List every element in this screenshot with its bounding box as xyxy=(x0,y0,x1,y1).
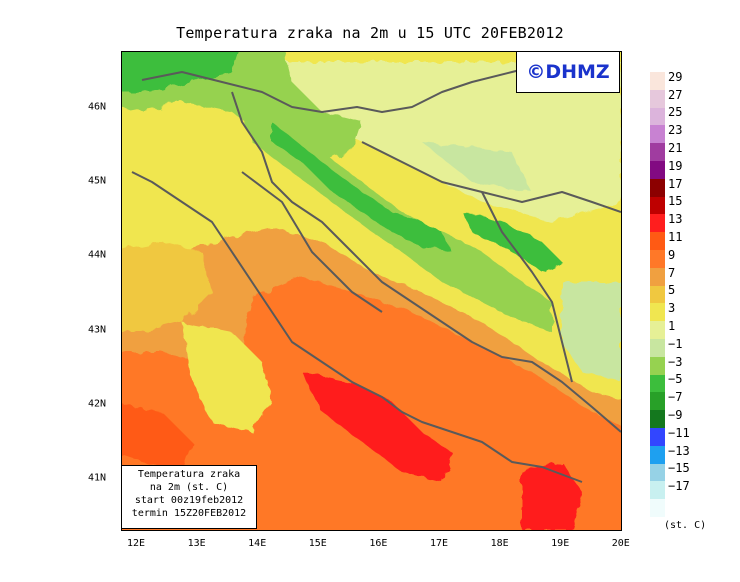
legend-swatch xyxy=(650,356,665,376)
legend-label: 11 xyxy=(668,230,683,244)
legend-label: 1 xyxy=(668,319,676,333)
legend-label: 17 xyxy=(668,176,683,191)
legend-label: −9 xyxy=(668,408,683,422)
legend-swatch xyxy=(650,428,665,447)
legend-label: 15 xyxy=(668,194,683,209)
legend-swatch xyxy=(650,445,665,465)
legend-label: 25 xyxy=(668,105,683,120)
legend-swatch xyxy=(650,499,665,518)
coastline-borders xyxy=(131,61,621,483)
field-1-inland xyxy=(422,142,532,192)
x-tick-label: 18E xyxy=(490,538,509,549)
legend-swatch xyxy=(650,125,665,144)
legend-label: 27 xyxy=(668,87,683,102)
legend-label: −7 xyxy=(668,390,683,405)
map-title: Temperatura zraka na 2m u 15 UTC 20FEB20… xyxy=(176,24,564,42)
legend-swatch xyxy=(650,143,665,162)
legend-label: −13 xyxy=(668,443,690,458)
legend-swatch xyxy=(650,178,665,198)
legend-label: −3 xyxy=(668,354,683,369)
legend-unit: (st. C) xyxy=(664,520,707,531)
legend-label: −15 xyxy=(668,461,690,476)
legend-label: −5 xyxy=(668,372,683,387)
info-box: Temperatura zraka na 2m (st. C) start 00… xyxy=(121,465,257,529)
legend-label: 5 xyxy=(668,283,676,298)
info-line-4: termin 15Z20FEB2012 xyxy=(131,508,247,519)
x-tick-label: 16E xyxy=(369,538,388,549)
info-line-1: Temperatura zraka xyxy=(137,469,241,480)
legend-swatch xyxy=(650,339,665,358)
legend-swatch xyxy=(650,107,665,126)
field-1to3-east xyxy=(562,282,621,382)
legend-label: −17 xyxy=(668,479,690,494)
field-13to15 xyxy=(302,372,452,482)
legend-label: −11 xyxy=(668,425,690,440)
legend-label: −1 xyxy=(668,336,683,351)
info-line-3: start 00z19feb2012 xyxy=(134,495,244,506)
legend-swatch xyxy=(650,392,665,411)
field-5to7-italy xyxy=(122,242,212,332)
legend-label: 9 xyxy=(668,247,676,262)
info-line-2: na 2m (st. C) xyxy=(149,482,229,493)
legend-swatch xyxy=(650,303,665,322)
x-tick-label: 13E xyxy=(187,538,206,549)
legend-swatch xyxy=(650,72,665,91)
legend-swatch xyxy=(650,89,665,109)
legend-swatch xyxy=(650,481,665,500)
legend-swatch xyxy=(650,374,665,393)
legend-label: 13 xyxy=(668,212,683,227)
field-13to15-se xyxy=(522,462,582,530)
dhmz-logo: ©DHMZ xyxy=(516,51,620,93)
legend-label: 29 xyxy=(668,69,683,84)
legend-label: 7 xyxy=(668,265,676,280)
legend-swatch xyxy=(650,410,665,429)
x-tick-label: 12E xyxy=(126,538,146,549)
legend-swatch xyxy=(650,250,665,269)
x-tick-label: 19E xyxy=(551,538,570,549)
x-tick-label: 14E xyxy=(248,538,267,549)
y-tick-label: 42N xyxy=(88,398,107,410)
temperature-map xyxy=(121,51,622,531)
legend-label: 3 xyxy=(668,301,676,316)
field-11to13-west xyxy=(122,404,192,472)
legend-swatch xyxy=(650,267,665,287)
y-tick-label: 46N xyxy=(88,101,107,113)
legend-swatch xyxy=(650,214,665,233)
x-tick-label: 20E xyxy=(611,538,630,549)
legend-swatch xyxy=(650,161,665,180)
y-tick-label: 43N xyxy=(88,324,107,336)
temperature-field xyxy=(122,52,621,530)
legend-label: 23 xyxy=(668,123,683,138)
legend-label: 21 xyxy=(668,141,683,155)
legend-swatch xyxy=(650,196,665,215)
x-tick-label: 17E xyxy=(429,538,449,549)
field-neg3-dinaric xyxy=(272,122,452,252)
x-tick-label: 15E xyxy=(308,538,327,549)
field-neg3-east xyxy=(462,212,562,272)
y-tick-label: 45N xyxy=(88,175,107,187)
legend-swatch xyxy=(650,232,665,251)
legend-label: 19 xyxy=(668,158,683,173)
y-tick-label: 41N xyxy=(88,472,107,484)
legend-swatch xyxy=(650,285,665,304)
legend-swatch xyxy=(650,463,665,482)
legend-swatch xyxy=(650,321,665,340)
y-tick-label: 44N xyxy=(88,249,107,261)
field-3to5-italy xyxy=(182,322,272,432)
